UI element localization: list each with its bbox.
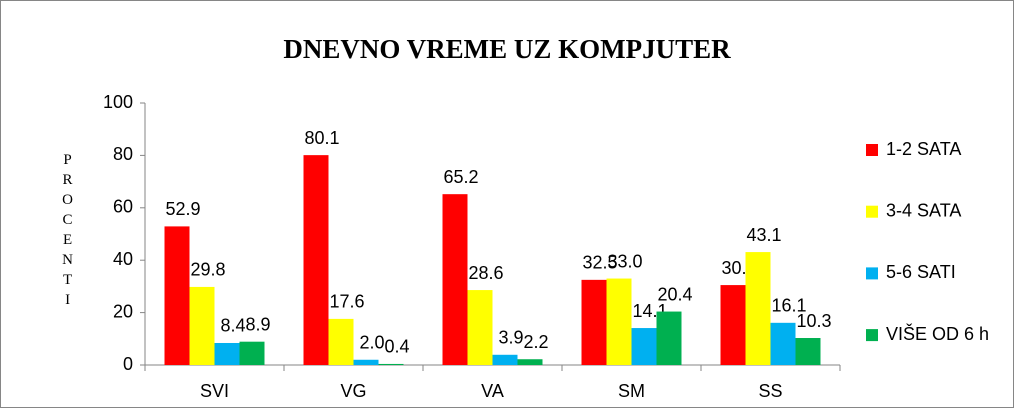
data-label: 28.6 (468, 263, 503, 283)
legend-swatch (866, 267, 878, 280)
bar (581, 279, 607, 365)
bar (656, 311, 682, 365)
data-label: 8.4 (220, 316, 245, 336)
bar (189, 286, 215, 365)
bar (770, 322, 796, 365)
legend-swatch (866, 329, 878, 342)
bar (606, 278, 632, 365)
legend-swatch (866, 144, 878, 156)
bar (631, 328, 657, 365)
y-tick-label: 20 (113, 301, 133, 321)
data-label: 52.9 (165, 199, 200, 219)
data-label: 0.4 (384, 337, 409, 357)
bar (467, 290, 493, 365)
data-label: 65.2 (443, 167, 478, 187)
bar (795, 338, 821, 365)
y-tick-label: 100 (103, 92, 133, 112)
bar (353, 359, 379, 365)
x-tick-label: SS (758, 381, 782, 401)
data-label: 16.1 (771, 296, 806, 316)
chart-title: DNEVNO VREME UZ KOMPJUTER (283, 34, 731, 64)
legend-label: 1-2 SATA (886, 139, 961, 159)
x-tick-label: SVI (200, 381, 229, 401)
data-label: 80.1 (304, 128, 339, 148)
data-label: 32.5 (582, 253, 617, 273)
bar (214, 342, 240, 365)
y-tick-label: 0 (123, 354, 133, 374)
y-tick-label: 80 (113, 144, 133, 164)
y-tick-label: 60 (113, 197, 133, 217)
data-label: 43.1 (746, 225, 781, 245)
y-axis-label: PROCENTI (60, 152, 76, 312)
bar (164, 226, 190, 365)
legend-label: 3-4 SATA (886, 200, 961, 220)
data-label: 29.8 (190, 260, 225, 280)
bar (378, 363, 404, 365)
legend-swatch (866, 205, 878, 218)
legend-label: VIŠE OD 6 h (886, 323, 989, 344)
bar (492, 354, 518, 365)
bar (239, 341, 265, 365)
y-tick-label: 40 (113, 249, 133, 269)
data-label: 10.3 (796, 311, 831, 331)
data-label: 8.9 (245, 314, 270, 334)
bar (442, 194, 468, 365)
data-label: 2.0 (359, 333, 384, 353)
bar (517, 359, 543, 365)
x-tick-label: SM (618, 381, 645, 401)
bar (328, 318, 354, 365)
x-tick-label: VG (340, 381, 366, 401)
bar (720, 285, 746, 365)
bar (303, 155, 329, 365)
x-tick-label: VA (481, 381, 504, 401)
legend-label: 5-6 SATI (886, 262, 956, 282)
data-label: 33.0 (607, 251, 642, 271)
data-label: 2.2 (523, 332, 548, 352)
data-label: 3.9 (498, 328, 523, 348)
bar (745, 252, 771, 365)
data-label: 20.4 (657, 284, 692, 304)
data-label: 17.6 (329, 292, 364, 312)
